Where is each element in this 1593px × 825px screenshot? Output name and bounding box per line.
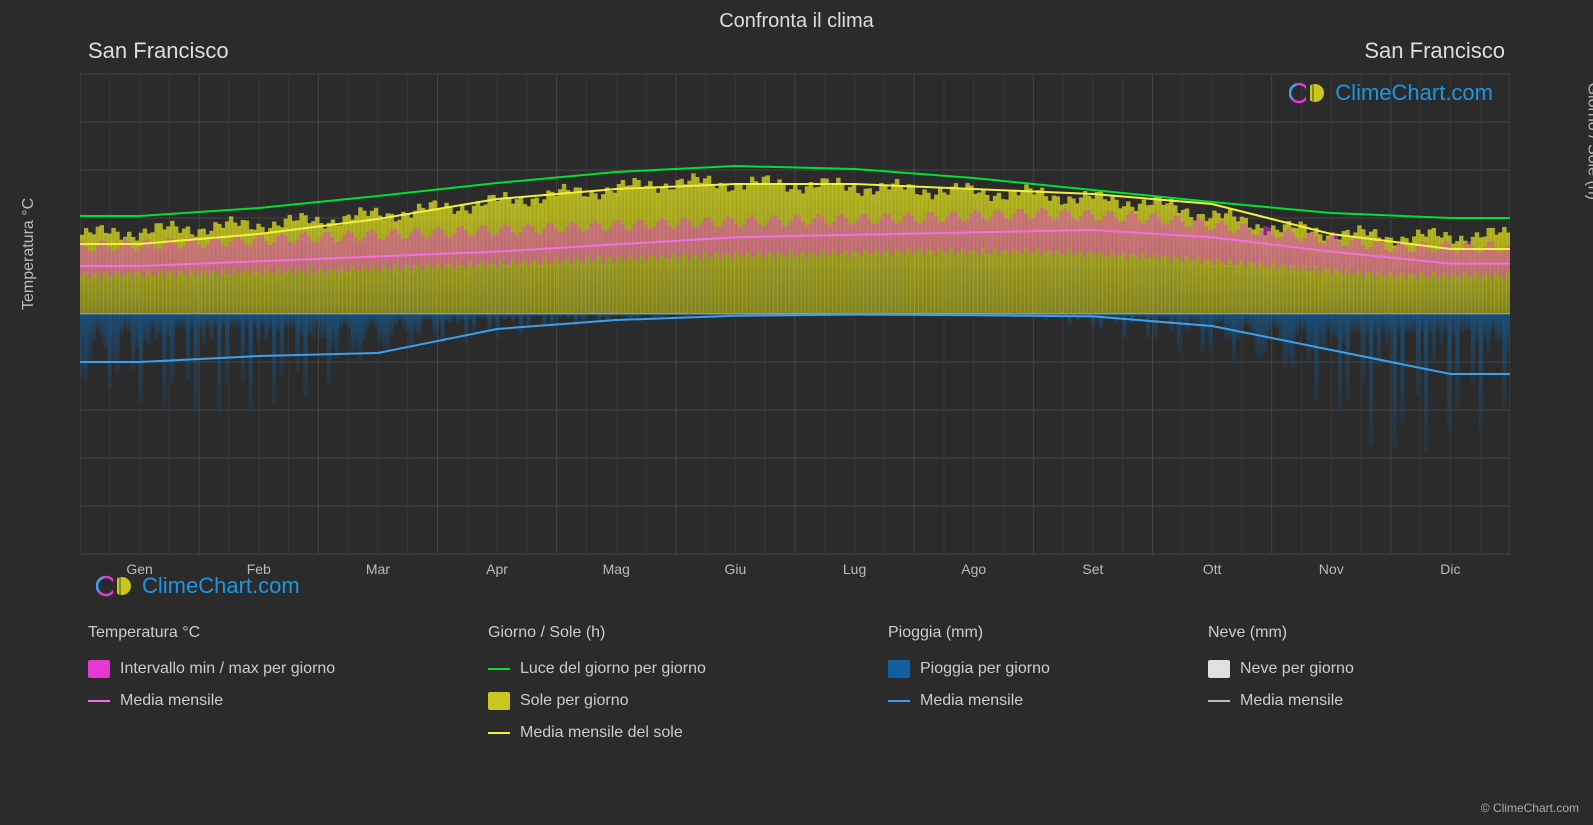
legend-label: Media mensile (920, 692, 1023, 710)
legend-item: Neve per giorno (1208, 660, 1468, 678)
svg-text:Nov: Nov (1319, 561, 1344, 577)
watermark-top: ClimeChart.com (1289, 80, 1493, 106)
city-label-right: San Francisco (1364, 38, 1505, 64)
swatch-box-icon (88, 660, 110, 678)
watermark-text: ClimeChart.com (142, 573, 300, 599)
legend-label: Media mensile (1240, 692, 1343, 710)
legend-label: Intervallo min / max per giorno (120, 660, 335, 678)
watermark-bottom: ClimeChart.com (96, 573, 300, 599)
city-label-left: San Francisco (88, 38, 229, 64)
svg-text:Mar: Mar (366, 561, 390, 577)
watermark-text: ClimeChart.com (1335, 80, 1493, 106)
swatch-line-icon (88, 700, 110, 702)
legend-heading: Neve (mm) (1208, 624, 1468, 642)
swatch-line-icon (1208, 700, 1230, 702)
legend-label: Sole per giorno (520, 692, 629, 710)
chart-svg: -50-40-30-20-100102030405006121824102030… (80, 64, 1510, 584)
svg-text:Lug: Lug (843, 561, 866, 577)
climate-chart-container: Confronta il clima San Francisco San Fra… (0, 0, 1593, 825)
swatch-line-icon (888, 700, 910, 702)
legend-item: Media mensile (1208, 692, 1468, 710)
climechart-logo-icon (1289, 81, 1329, 105)
legend-item: Luce del giorno per giorno (488, 660, 828, 678)
copyright-text: © ClimeChart.com (1481, 801, 1579, 815)
legend-label: Neve per giorno (1240, 660, 1354, 678)
legend-label: Luce del giorno per giorno (520, 660, 706, 678)
swatch-line-icon (488, 668, 510, 670)
legend-heading: Pioggia (mm) (888, 624, 1148, 642)
svg-text:Dic: Dic (1440, 561, 1460, 577)
y-axis-left-label: Temperatura °C (20, 198, 38, 310)
legend-col-snow: Neve (mm) Neve per giorno Media mensile (1208, 624, 1468, 742)
legend-label: Media mensile (120, 692, 223, 710)
climechart-logo-icon (96, 574, 136, 598)
legend-col-rain: Pioggia (mm) Pioggia per giorno Media me… (888, 624, 1148, 742)
swatch-box-icon (1208, 660, 1230, 678)
legend-col-day-sun: Giorno / Sole (h) Luce del giorno per gi… (488, 624, 828, 742)
legend-item: Media mensile (888, 692, 1148, 710)
svg-text:Set: Set (1082, 561, 1103, 577)
legend-heading: Giorno / Sole (h) (488, 624, 828, 642)
legend: Temperatura °C Intervallo min / max per … (88, 624, 1553, 742)
legend-label: Media mensile del sole (520, 724, 683, 742)
legend-col-temperature: Temperatura °C Intervallo min / max per … (88, 624, 428, 742)
svg-text:Apr: Apr (486, 561, 508, 577)
chart-title: Confronta il clima (0, 10, 1593, 33)
legend-item: Media mensile (88, 692, 428, 710)
svg-text:Ott: Ott (1203, 561, 1222, 577)
legend-label: Pioggia per giorno (920, 660, 1050, 678)
swatch-box-icon (488, 692, 510, 710)
svg-text:Ago: Ago (961, 561, 986, 577)
y-axis-right-top-label: Giorno / Sole (h) (1583, 83, 1593, 200)
svg-text:Giu: Giu (725, 561, 747, 577)
swatch-line-icon (488, 732, 510, 734)
svg-text:Mag: Mag (603, 561, 630, 577)
legend-item: Media mensile del sole (488, 724, 828, 742)
legend-item: Sole per giorno (488, 692, 828, 710)
swatch-box-icon (888, 660, 910, 678)
legend-item: Intervallo min / max per giorno (88, 660, 428, 678)
legend-heading: Temperatura °C (88, 624, 428, 642)
legend-item: Pioggia per giorno (888, 660, 1148, 678)
